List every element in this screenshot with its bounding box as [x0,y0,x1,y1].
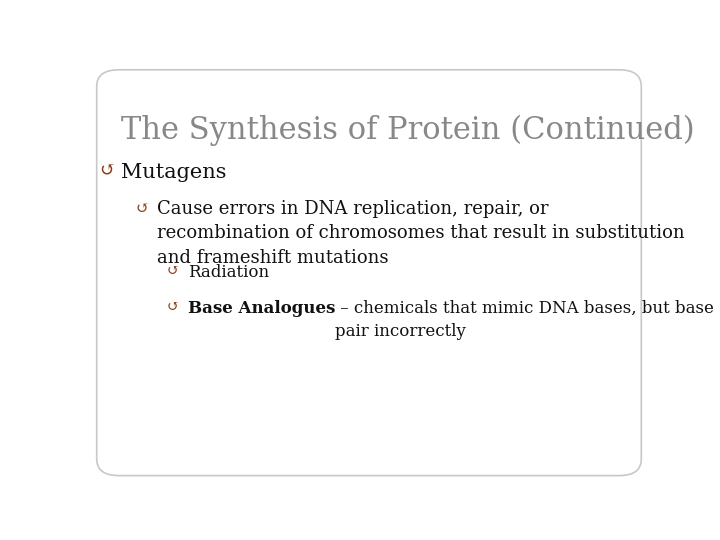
Text: Base Analogues: Base Analogues [188,300,335,317]
Text: Radiation: Radiation [188,265,269,281]
Text: Mutagens: Mutagens [121,163,226,181]
Text: The Synthesis of Protein (Continued): The Synthesis of Protein (Continued) [121,114,694,146]
Text: Cause errors in DNA replication, repair, or
recombination of chromosomes that re: Cause errors in DNA replication, repair,… [157,200,685,267]
Text: ↺: ↺ [166,300,179,314]
Text: ↺: ↺ [166,265,179,279]
Text: ↺: ↺ [136,200,149,217]
FancyBboxPatch shape [96,70,642,476]
Text: ↺: ↺ [99,163,115,180]
Text: – chemicals that mimic DNA bases, but base
pair incorrectly: – chemicals that mimic DNA bases, but ba… [335,300,714,340]
